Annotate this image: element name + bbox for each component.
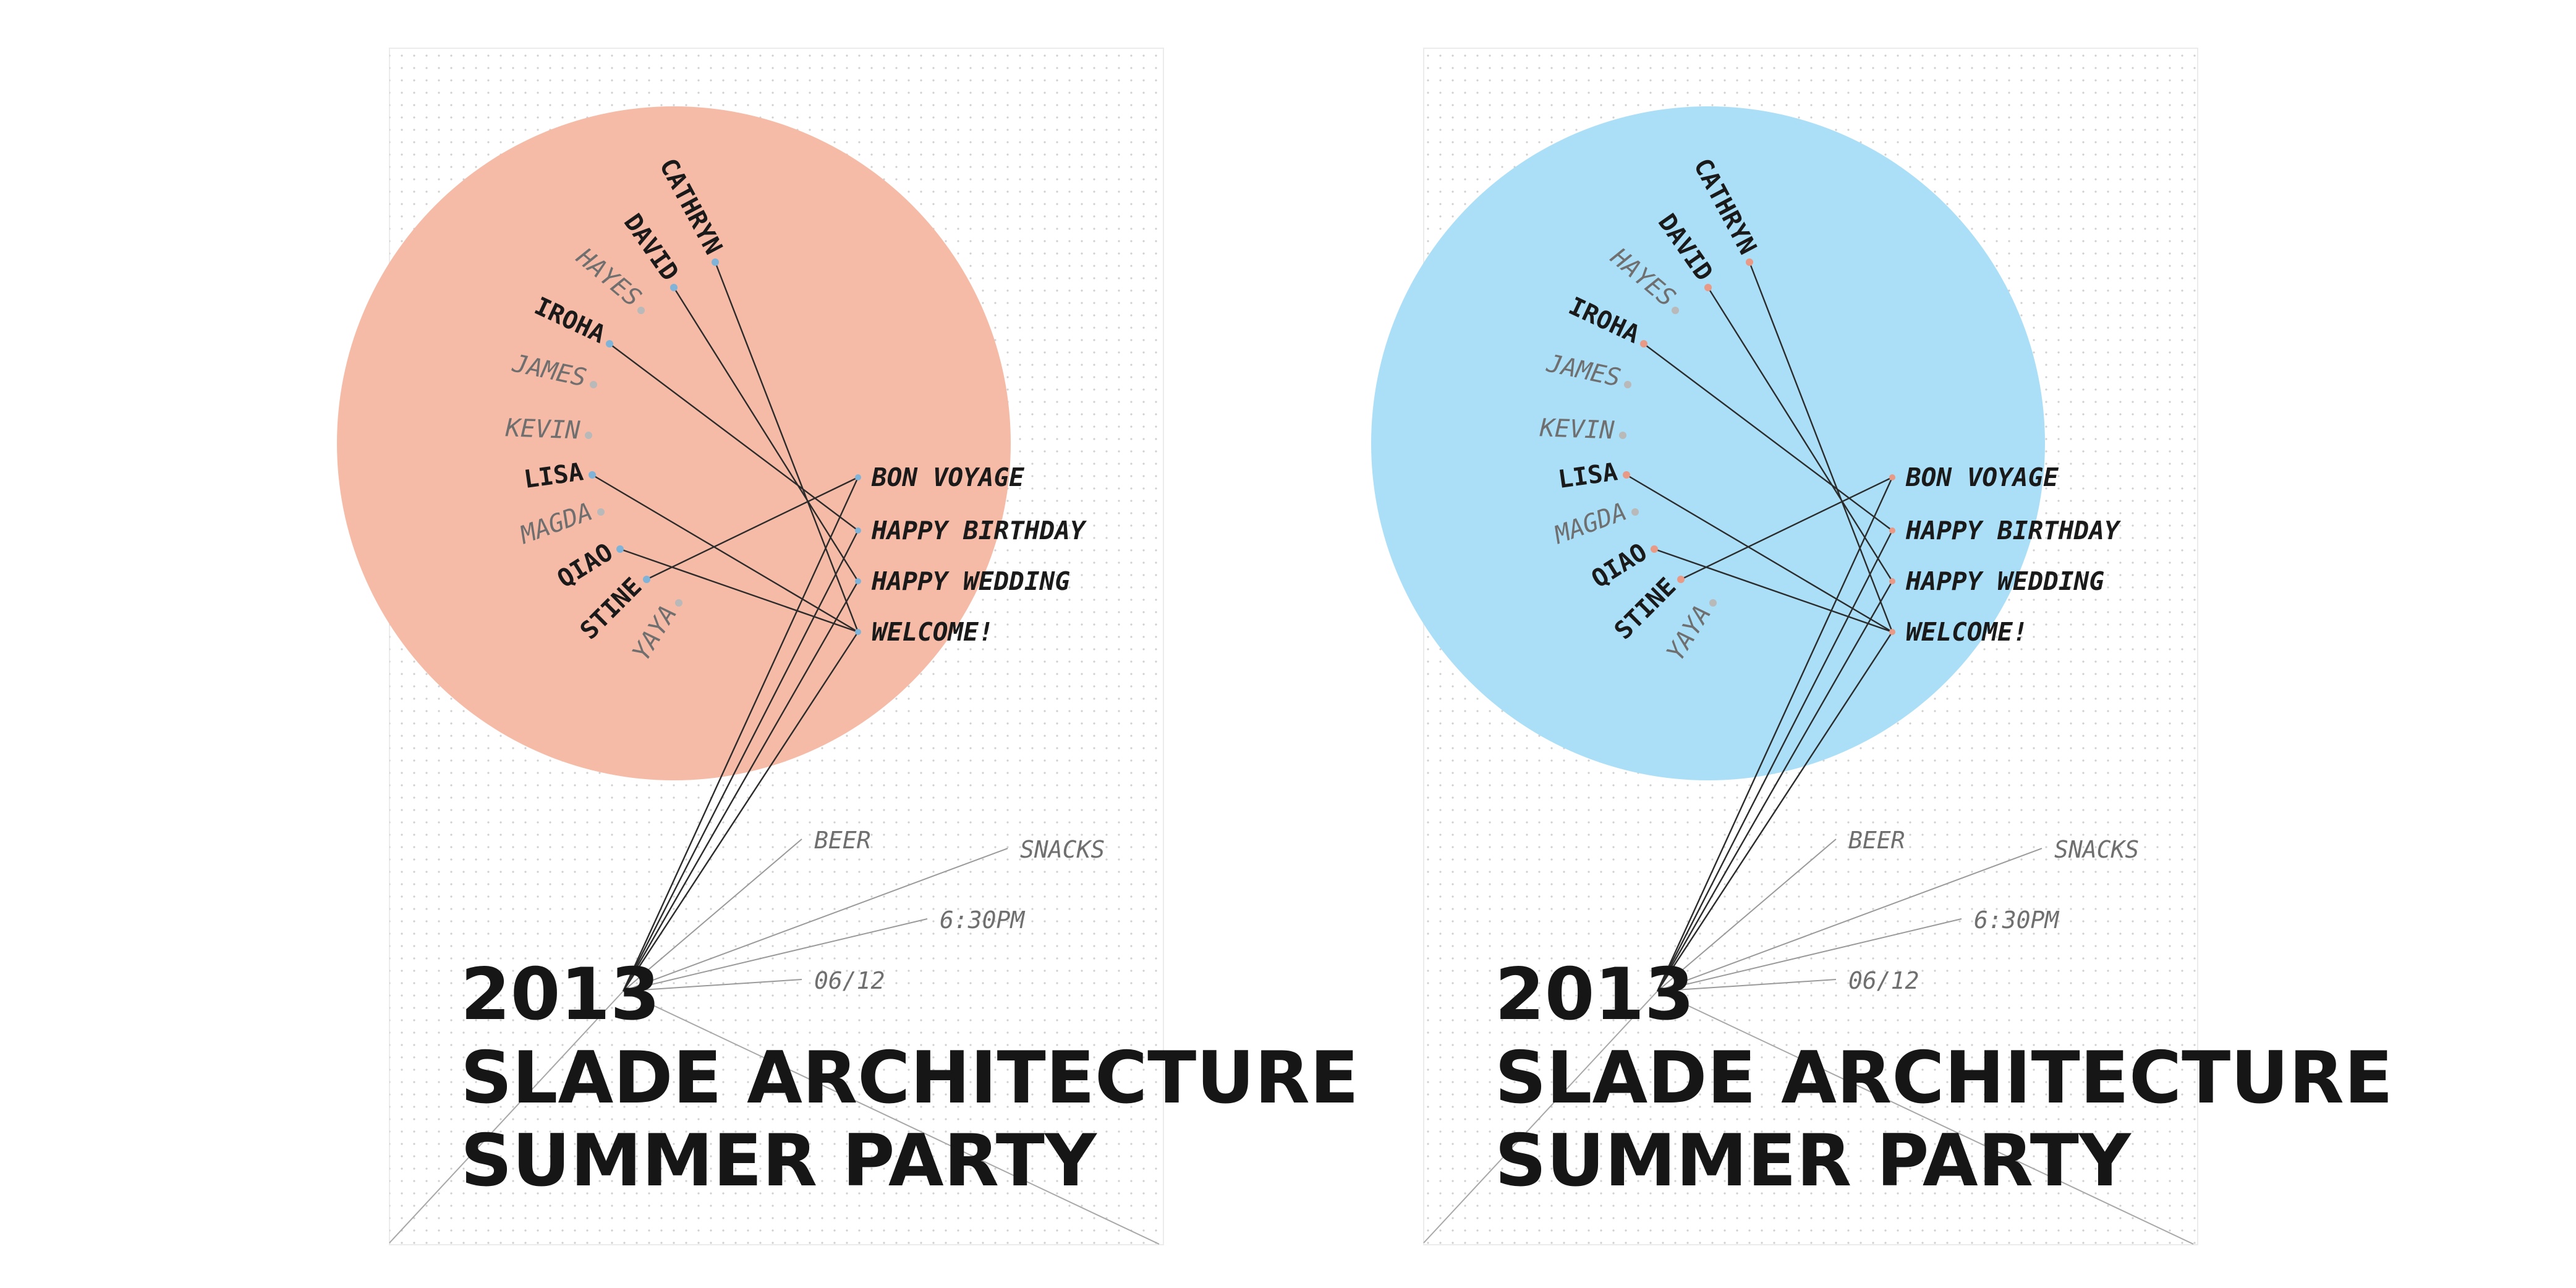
name-dot [589, 471, 596, 479]
title-line: SLADE ARCHITECTURE [461, 1036, 1359, 1120]
message-label: HAPPY BIRTHDAY [871, 516, 1087, 545]
name-dot [712, 258, 719, 266]
info-label: 06/12 [814, 967, 885, 994]
poster-blue: BEER SNACKS6:30PM06/12CATHRYNDAVIDHAYESIR… [1371, 48, 2393, 1245]
name-message-connector [1654, 548, 1893, 633]
name-message-connector [646, 476, 859, 581]
info-connector-line [1657, 838, 1837, 992]
frame-diagonal-line [623, 991, 1160, 1245]
name-message-connector [714, 262, 859, 633]
title-line: SUMMER PARTY [1495, 1119, 2132, 1203]
name-dot [1672, 307, 1679, 314]
frame-diagonal-line [389, 991, 624, 1243]
message-dot [1889, 578, 1895, 584]
name-dot [643, 576, 650, 583]
message-label: HAPPY WEDDING [1905, 566, 2104, 596]
message-focal-connector [1656, 530, 1894, 992]
name-message-connector [592, 474, 859, 633]
message-focal-connector [622, 530, 859, 992]
name-dot [637, 307, 645, 314]
info-connector-line [623, 848, 1008, 992]
message-focal-connector [1656, 631, 1894, 992]
name-dot [616, 545, 624, 553]
name-dot [670, 284, 678, 291]
colored-circle [1371, 106, 2045, 780]
info-connector-line [1657, 979, 1837, 992]
name-dot [1704, 284, 1712, 291]
info-label: 6:30PM [1974, 906, 2059, 934]
message-focal-connector [1656, 477, 1894, 992]
name-dot [1651, 545, 1658, 553]
info-label: BEER [1848, 827, 1905, 854]
name-dot [1619, 432, 1626, 439]
message-dot [855, 629, 861, 635]
frame-diagonal-line [1657, 991, 2194, 1245]
message-dot [1889, 527, 1895, 534]
guest-name: KEVIN [504, 414, 581, 445]
title-line: SLADE ARCHITECTURE [1495, 1036, 2393, 1120]
message-focal-connector [622, 581, 859, 992]
info-label: SNACKS [1020, 836, 1105, 863]
message-focal-connector [622, 477, 859, 992]
frame-diagonal-line [1423, 991, 1658, 1243]
info-connector-line [623, 918, 928, 992]
name-dot [1709, 599, 1717, 607]
info-label: BEER [814, 827, 871, 854]
colored-circle [337, 106, 1011, 780]
name-message-connector [1748, 262, 1894, 633]
guest-name: KEVIN [1539, 414, 1615, 445]
name-message-connector [619, 548, 859, 633]
name-message-connector [1680, 476, 1893, 581]
message-label: WELCOME! [1906, 617, 2028, 647]
name-dot [1624, 381, 1631, 388]
info-connector-line [623, 838, 802, 992]
name-dot [590, 381, 597, 388]
message-dot [855, 474, 861, 480]
info-label: SNACKS [2054, 836, 2139, 863]
message-dot [1889, 474, 1895, 480]
name-dot [585, 432, 592, 439]
message-focal-connector [622, 631, 859, 992]
message-label: BON VOYAGE [1905, 463, 2059, 492]
info-connector-line [623, 979, 802, 992]
info-label: 6:30PM [940, 906, 1025, 934]
name-dot [1677, 576, 1685, 583]
title-line: SUMMER PARTY [461, 1119, 1098, 1203]
message-focal-connector [1656, 581, 1894, 992]
name-message-connector [1643, 343, 1893, 531]
name-message-connector [1626, 474, 1893, 633]
info-label: 06/12 [1848, 967, 1919, 994]
title-year: 2013 [461, 953, 660, 1036]
poster-orange: BEER SNACKS6:30PM06/12CATHRYNDAVIDHAYESIR… [337, 48, 1359, 1245]
name-message-connector [673, 287, 859, 582]
info-connector-line [1657, 918, 1962, 992]
name-dot [606, 340, 613, 348]
name-dot [675, 599, 682, 607]
name-dot [1623, 471, 1630, 479]
message-label: HAPPY WEDDING [871, 566, 1070, 596]
message-label: HAPPY BIRTHDAY [1905, 516, 2122, 545]
message-label: WELCOME! [872, 617, 993, 647]
name-dot [1640, 340, 1647, 348]
message-dot [855, 527, 861, 534]
title-year: 2013 [1495, 953, 1694, 1036]
message-label: BON VOYAGE [871, 463, 1024, 492]
name-message-connector [609, 343, 859, 531]
name-dot [1746, 258, 1753, 266]
name-dot [1631, 508, 1639, 516]
name-message-connector [1707, 287, 1894, 582]
name-dot [597, 508, 605, 516]
info-connector-line [1657, 848, 2043, 992]
message-dot [1889, 629, 1895, 635]
message-dot [855, 578, 861, 584]
